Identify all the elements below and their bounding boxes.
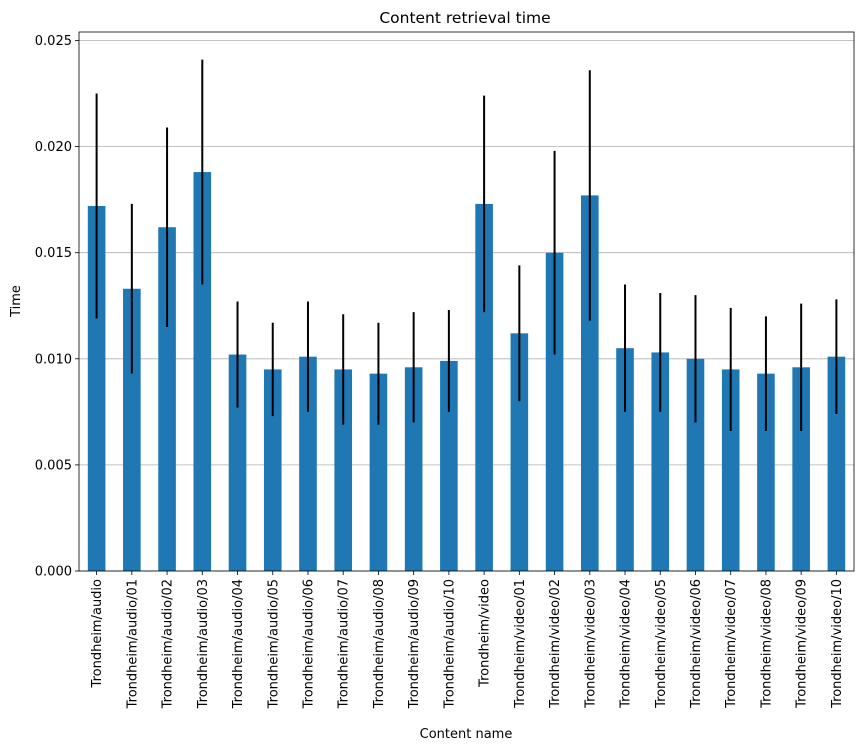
y-tick-label: 0.020 — [35, 140, 72, 155]
bar — [228, 354, 247, 571]
bar — [686, 358, 705, 571]
x-tick-label: Trondheim/audio/09 — [407, 579, 422, 709]
x-tick-label: Trondheim/video/09 — [795, 579, 810, 709]
bar — [263, 369, 282, 571]
y-axis-label: Time — [9, 285, 24, 318]
x-tick-label: Trondheim/audio/01 — [125, 579, 140, 709]
error-bar-layer — [95, 59, 838, 431]
bar — [334, 369, 353, 571]
bar — [721, 369, 740, 571]
bar — [404, 367, 423, 571]
x-tick-label: Trondheim/audio/04 — [231, 579, 246, 709]
bar — [510, 333, 529, 571]
x-tick-label: Trondheim/video/08 — [759, 579, 774, 709]
bar — [369, 373, 388, 571]
bar — [158, 227, 176, 572]
x-tick-label: Trondheim/audio/07 — [337, 579, 352, 709]
bar — [757, 373, 775, 571]
x-tick-label: Trondheim/video/03 — [583, 579, 598, 709]
x-tick-label: Trondheim/audio/02 — [161, 579, 176, 709]
bar — [440, 360, 458, 571]
x-tick-label: Trondheim/audio/06 — [301, 579, 316, 709]
y-tick-label: 0.000 — [35, 565, 72, 580]
x-tick-label: Trondheim/audio/03 — [196, 579, 211, 709]
y-tick-label: 0.015 — [35, 246, 72, 261]
bar — [580, 195, 599, 571]
bar — [299, 356, 317, 571]
x-tick-label: Trondheim/video/04 — [619, 579, 634, 709]
chart-title: Content retrieval time — [379, 9, 550, 27]
x-tick-label: Trondheim/video — [478, 579, 493, 688]
bar — [792, 367, 810, 571]
x-tick-label: Trondheim/video/06 — [689, 579, 704, 709]
axis-layer: 0.000 0.005 0.010 0.015 0.020 0.025 Trondheim/… — [35, 31, 855, 709]
x-tick-label: Trondheim/video/07 — [724, 579, 739, 709]
x-axis-label: Content name — [420, 727, 513, 742]
x-tick-label: Trondheim/video/05 — [654, 579, 669, 709]
x-tick-label: Trondheim/video/01 — [513, 579, 528, 709]
y-tick-label: 0.025 — [35, 34, 72, 49]
bar — [475, 203, 493, 571]
bar — [545, 252, 564, 571]
x-tick-label: Trondheim/audio — [90, 579, 105, 688]
bar — [193, 172, 212, 571]
bar — [87, 206, 106, 571]
x-tick-label: Trondheim/video/02 — [548, 579, 563, 709]
x-tick-label: Trondheim/audio/05 — [266, 579, 281, 709]
x-tick-label: Trondheim/video/10 — [830, 579, 845, 709]
x-tick-label: Trondheim/audio/10 — [442, 579, 457, 709]
bar — [827, 356, 846, 571]
bar — [616, 348, 634, 571]
x-tick-label: Trondheim/audio/08 — [372, 579, 387, 709]
bar — [123, 288, 141, 571]
plot-frame — [78, 31, 855, 572]
y-tick-label: 0.010 — [35, 352, 72, 367]
bar — [651, 352, 670, 571]
y-tick-label: 0.005 — [35, 458, 72, 473]
bar-layer — [87, 172, 846, 572]
